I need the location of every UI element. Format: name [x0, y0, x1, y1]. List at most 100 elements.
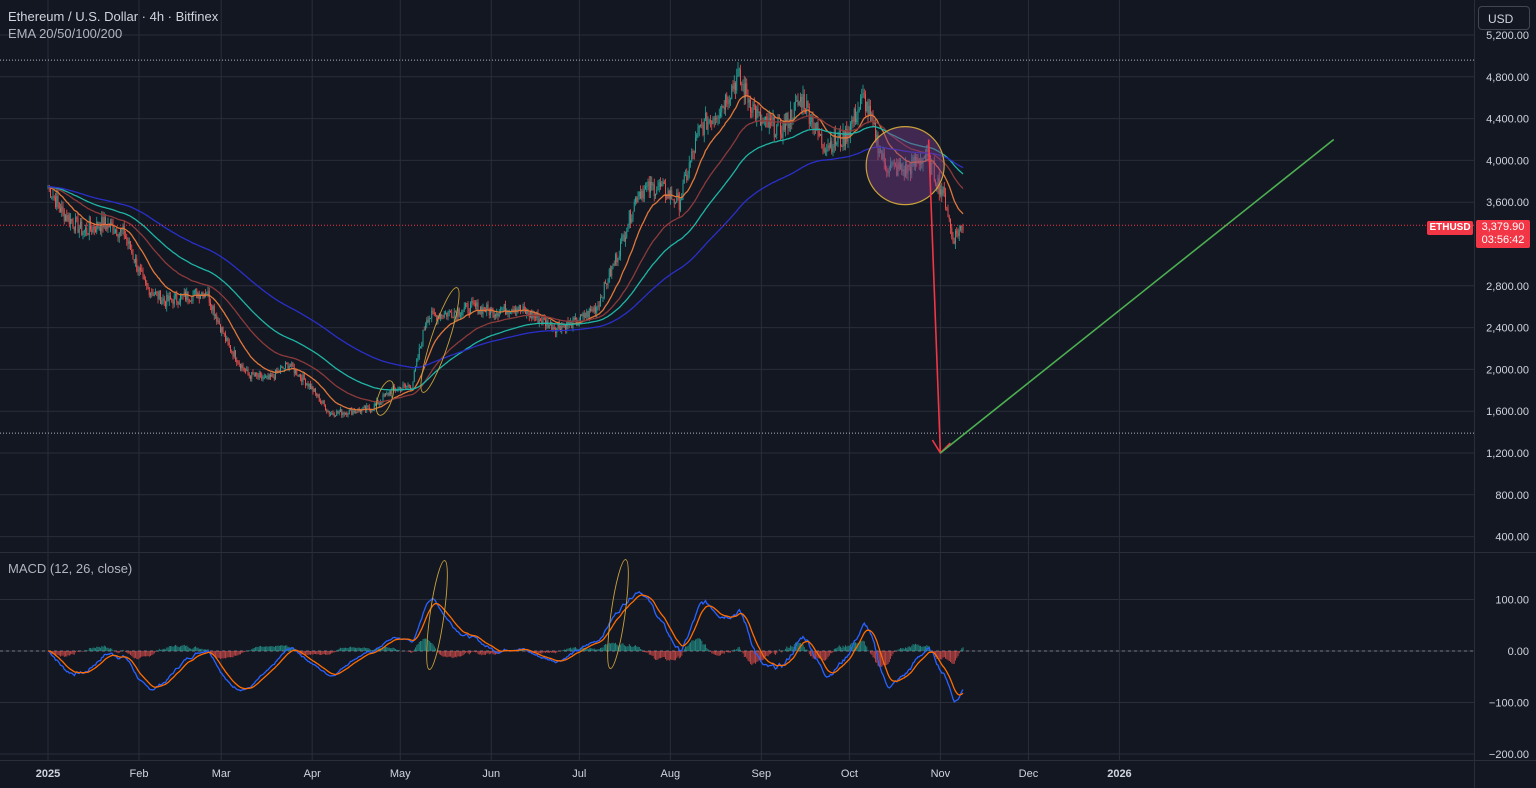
candle-body [700, 124, 701, 126]
macd-histogram-bar [395, 649, 396, 651]
macd-histogram-bar [613, 643, 615, 651]
macd-histogram-bar [545, 651, 546, 653]
candle-body [451, 312, 453, 318]
candle-body [568, 321, 570, 326]
candle-body [930, 155, 931, 175]
candle-body [85, 227, 86, 231]
candle-body [903, 169, 905, 177]
macd-histogram-bar [775, 651, 776, 655]
candle-body [333, 414, 335, 417]
candle-body [187, 291, 189, 300]
macd-histogram-bar [711, 651, 713, 654]
candle-body [730, 98, 731, 100]
bar-countdown: 03:56:42 [1481, 234, 1525, 246]
macd-histogram-bar [763, 651, 765, 659]
macd-histogram-bar [390, 648, 391, 651]
candle-body [830, 141, 831, 148]
ema-indicator-label[interactable]: EMA 20/50/100/200 [8, 26, 123, 41]
candle-body [168, 295, 170, 302]
macd-histogram-bar [236, 651, 238, 656]
macd-histogram-bar [222, 651, 224, 659]
macd-histogram-bar [280, 645, 281, 651]
macd-histogram-bar [277, 645, 279, 651]
candle-body [262, 378, 264, 380]
candle-body [688, 162, 690, 174]
macd-histogram-bar [245, 651, 246, 652]
candle-body [682, 182, 684, 197]
candle-body [766, 116, 768, 121]
candle-body [510, 312, 511, 313]
candle-body [771, 121, 773, 123]
macd-histogram-bar [848, 645, 850, 651]
candle-body [171, 299, 173, 301]
ema-50-line [48, 115, 964, 403]
candle-body [658, 182, 660, 187]
macd-histogram-bar [337, 649, 339, 651]
macd-histogram-bar [866, 646, 868, 651]
candle-body [786, 112, 788, 121]
candle-body [818, 132, 820, 136]
macd-histogram-bar [876, 651, 878, 663]
candle-body [698, 125, 700, 129]
currency-button[interactable]: USD [1478, 6, 1530, 30]
macd-histogram-bar [446, 651, 448, 658]
macd-histogram-bar [286, 645, 288, 651]
macd-histogram-bar [168, 646, 170, 651]
candle-body [575, 317, 576, 320]
macd-histogram-bar [588, 648, 590, 651]
macd-histogram-bar [836, 648, 838, 651]
macd-histogram-bar [617, 645, 619, 651]
macd-histogram-bar [572, 647, 574, 651]
time-tick-label: Feb [130, 768, 149, 780]
candle-body [427, 320, 429, 323]
candle-body [750, 100, 751, 112]
candle-body [548, 324, 550, 329]
macd-histogram-bar [943, 651, 945, 658]
candle-body [470, 303, 471, 314]
macd-histogram-bar [265, 646, 266, 651]
candle-body [751, 111, 753, 113]
macd-histogram-bar [845, 645, 846, 651]
macd-histogram-bar [936, 651, 938, 659]
candle-body [261, 374, 263, 379]
macd-indicator-label[interactable]: MACD (12, 26, close) [8, 561, 133, 576]
macd-histogram-bar [697, 638, 699, 651]
candle-body [856, 119, 858, 123]
candle-body [242, 364, 244, 369]
candle-body [170, 295, 171, 300]
price-tick-label: 1,200.00 [1486, 448, 1529, 460]
candle-body [430, 318, 431, 320]
macd-histogram-bar [765, 651, 766, 657]
macd-histogram-bar [646, 651, 648, 653]
macd-histogram-bar [673, 651, 675, 661]
candle-body [852, 119, 854, 122]
time-tick-label: Apr [304, 768, 321, 780]
macd-histogram-bar [330, 651, 331, 655]
macd-histogram-bar [672, 651, 674, 661]
macd-histogram-bar [785, 648, 786, 651]
macd-histogram-bar [723, 651, 725, 654]
candle-body [591, 309, 593, 311]
macd-histogram-bar [157, 650, 159, 651]
candle-body [800, 96, 801, 102]
macd-histogram-bar [261, 646, 263, 651]
candle-body [872, 113, 874, 124]
macd-histogram-bar [748, 651, 750, 662]
macd-histogram-bar [131, 651, 133, 657]
macd-histogram-bar [377, 648, 379, 651]
macd-histogram-bar [362, 647, 364, 651]
macd-histogram-bar [738, 646, 740, 651]
candle-body [102, 217, 104, 228]
candle-body [790, 109, 791, 124]
candle-body [492, 308, 494, 318]
macd-histogram-bar [158, 648, 160, 651]
candle-body [485, 310, 486, 313]
candle-body [915, 156, 916, 166]
macd-histogram-bar [938, 651, 940, 660]
candle-body [382, 394, 384, 402]
macd-histogram-bar [781, 651, 783, 653]
candle-body [937, 178, 939, 190]
macd-histogram-bar [327, 651, 329, 655]
